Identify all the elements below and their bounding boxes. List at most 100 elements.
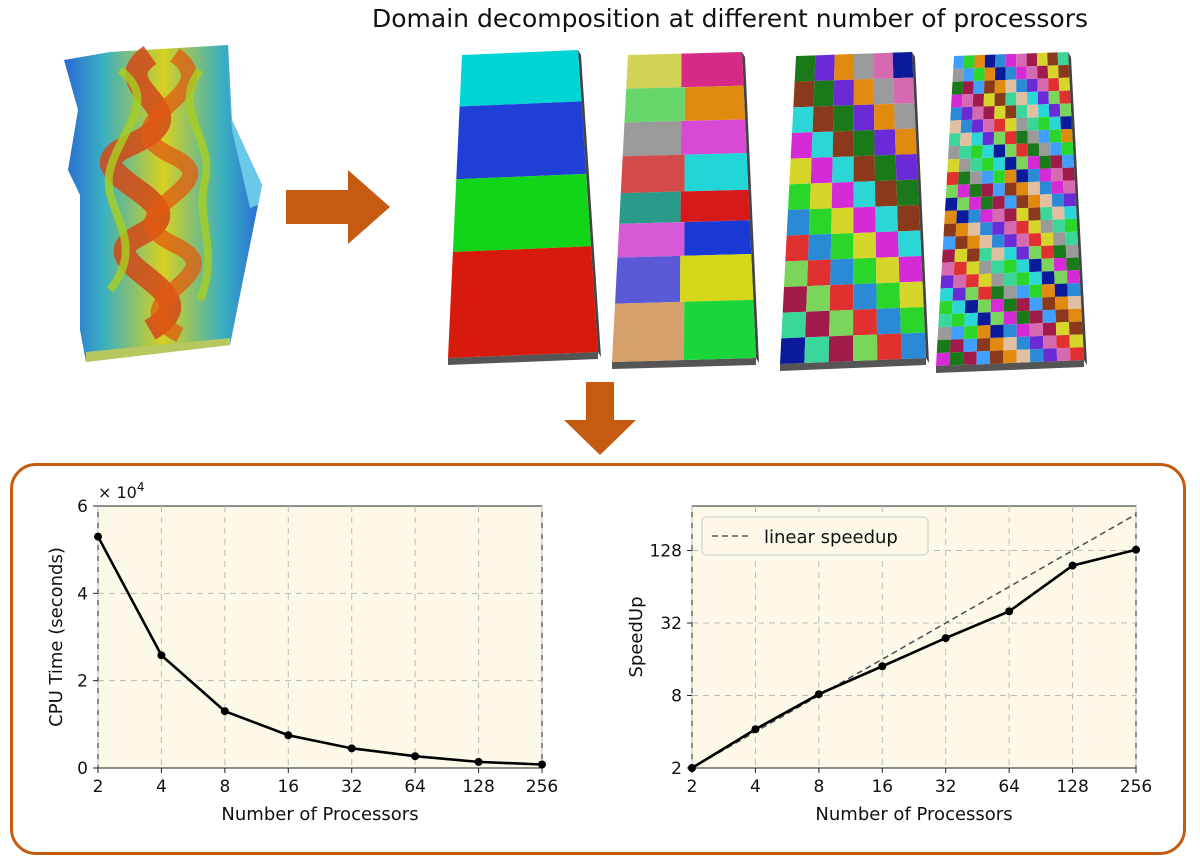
domain-tile <box>967 235 980 249</box>
domain-tile <box>1003 336 1017 351</box>
domain-tile <box>1028 233 1042 247</box>
y-tick-label: 4 <box>77 584 88 604</box>
domain-tile <box>949 120 962 134</box>
domain-tile <box>980 209 993 223</box>
domain-tile <box>961 93 974 108</box>
data-point <box>751 725 760 734</box>
domain-tile <box>1004 195 1017 209</box>
domain-tile <box>953 55 965 69</box>
domain-tile <box>1028 220 1041 234</box>
reservoir-model-image <box>64 45 262 362</box>
domain-tile <box>853 181 876 208</box>
data-point <box>94 532 102 541</box>
domain-tile <box>961 106 973 121</box>
data-point <box>814 690 823 699</box>
x-axis-label: Number of Processors <box>221 804 418 825</box>
domain-tile <box>1016 297 1030 312</box>
domain-tile <box>983 106 995 120</box>
domain-tile <box>971 119 984 133</box>
x-tick-labels: 2 4 8 16 32 64 128 256 <box>93 777 559 797</box>
domain-tile <box>1029 297 1043 311</box>
domain-tile <box>1062 167 1075 181</box>
domain-tile <box>680 189 750 223</box>
domain-tile <box>1004 221 1017 235</box>
data-point <box>411 752 420 761</box>
domain-tile <box>853 130 875 157</box>
domain-tile <box>980 196 993 210</box>
x-axis-label: Number of Processors <box>815 804 1012 825</box>
domain-tile <box>617 222 685 258</box>
domain-tile <box>991 234 1005 248</box>
domain-tile <box>1038 104 1050 118</box>
domain-tile <box>1005 131 1017 145</box>
domain-tile <box>1003 311 1017 325</box>
x-tick-label: 128 <box>1056 777 1088 797</box>
domain-tile <box>874 103 895 130</box>
domain-tile <box>894 128 917 155</box>
slab-edge <box>448 352 598 365</box>
domain-tile <box>1005 79 1017 93</box>
domain-tile <box>989 350 1004 364</box>
domain-tile <box>1053 232 1066 246</box>
domain-tile <box>459 50 582 107</box>
domain-tile <box>680 253 754 302</box>
domain-tile <box>946 171 959 186</box>
domain-tile <box>788 183 811 210</box>
x-tick-label: 32 <box>935 777 957 797</box>
domain-tile <box>1016 92 1028 106</box>
domain-tile <box>874 154 897 182</box>
domain-tile <box>832 156 854 183</box>
domain-tile <box>853 308 877 336</box>
domain-tile <box>1066 257 1080 271</box>
domain-tile <box>965 274 979 288</box>
domain-tile <box>945 197 958 211</box>
domain-tile <box>1027 91 1039 105</box>
domain-tile <box>944 210 957 224</box>
domain-tile <box>994 105 1006 119</box>
domain-tile <box>894 103 916 130</box>
domain-tile <box>619 191 681 224</box>
domain-tile <box>1004 143 1017 158</box>
domain-tile <box>1016 310 1030 325</box>
domain-tile <box>784 260 808 287</box>
panel-64-domains <box>780 52 929 371</box>
domain-tile <box>893 77 915 104</box>
arrow-right-shape <box>286 170 390 244</box>
domain-tile <box>974 54 986 69</box>
slab-side <box>578 50 601 357</box>
domain-tile <box>1042 309 1056 324</box>
domain-tile <box>898 256 923 283</box>
domain-tile <box>1016 207 1029 222</box>
domain-tile <box>1068 308 1082 323</box>
domain-tile <box>1039 181 1052 195</box>
domain-tile <box>1028 181 1040 195</box>
domain-tile <box>1027 143 1040 157</box>
domain-tile <box>1016 194 1029 209</box>
domain-tile <box>1058 77 1070 91</box>
domain-tile <box>973 67 985 82</box>
domain-tile <box>684 220 752 256</box>
domain-tile <box>832 130 854 158</box>
domain-tile <box>936 339 951 354</box>
domain-tile <box>853 283 877 310</box>
domain-tile <box>1061 141 1074 156</box>
domain-tile <box>951 94 963 108</box>
panel-256-domains <box>936 52 1087 373</box>
domain-tile <box>977 325 991 339</box>
domain-tile <box>1067 295 1082 310</box>
domain-tile <box>965 287 979 301</box>
x-tick-label: 8 <box>219 777 230 797</box>
domain-tile <box>1003 349 1017 364</box>
domain-tile <box>874 129 896 156</box>
data-point <box>941 634 950 643</box>
domain-tile <box>1065 231 1078 245</box>
domain-tile <box>1040 232 1054 246</box>
domain-tile <box>984 67 996 81</box>
domain-tile <box>1059 90 1071 104</box>
domain-tile <box>1016 53 1027 67</box>
domain-tile <box>814 54 835 81</box>
domain-tile <box>1070 347 1084 361</box>
domain-tile <box>966 261 980 275</box>
domain-tile <box>781 311 807 339</box>
domain-tile <box>830 233 854 260</box>
